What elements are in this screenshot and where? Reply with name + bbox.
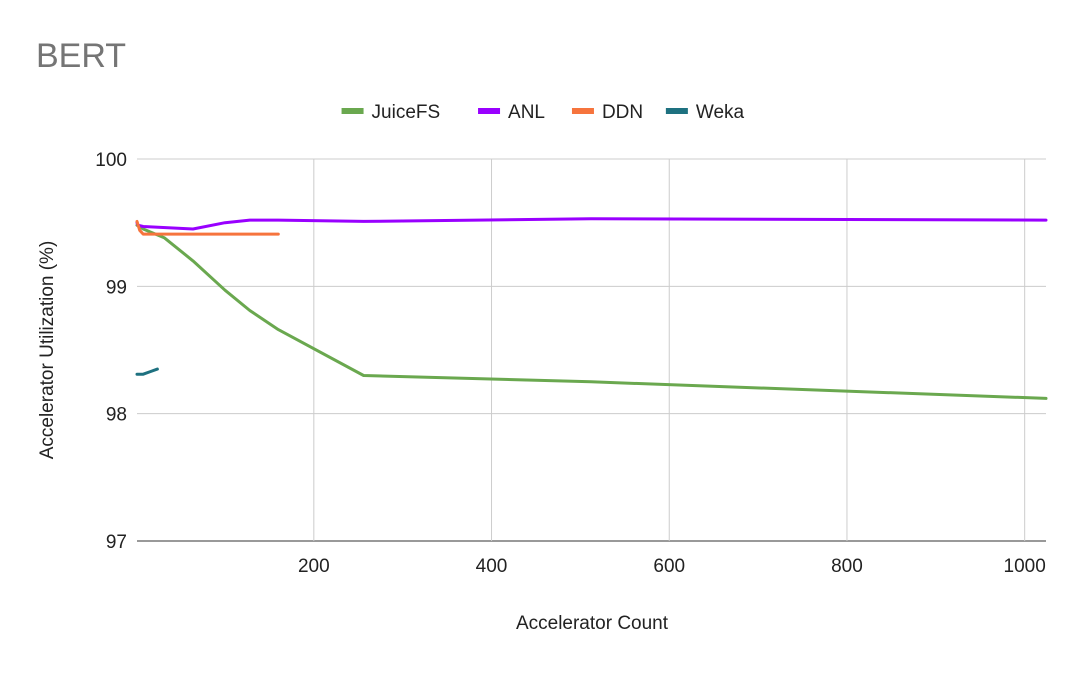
- series-line-ddn: [135, 219, 280, 236]
- series-line-anl: [135, 217, 1048, 231]
- y-tick-label: 100: [95, 150, 127, 171]
- x-axis-tick-labels: 200 400 600 800 1000: [298, 556, 1046, 577]
- legend-label: JuiceFS: [372, 102, 441, 123]
- legend-item-weka: Weka: [665, 102, 745, 123]
- legend-swatch: [341, 108, 364, 114]
- legend-item-juicefs: JuiceFS: [341, 102, 441, 123]
- y-tick-label: 97: [106, 532, 127, 553]
- legend-item-anl: ANL: [478, 102, 545, 123]
- y-tick-label: 99: [106, 277, 127, 298]
- legend-swatch: [571, 108, 594, 114]
- legend-label: Weka: [696, 102, 745, 123]
- x-axis-label: Accelerator Count: [516, 613, 669, 634]
- x-tick-label: 800: [831, 556, 863, 577]
- legend-item-ddn: DDN: [571, 102, 643, 123]
- series-layer: [135, 217, 1048, 400]
- legend-label: ANL: [508, 102, 545, 123]
- chart-title: BERT: [36, 37, 126, 75]
- legend: JuiceFS ANL DDN Weka: [341, 102, 745, 123]
- x-tick-label: 200: [298, 556, 330, 577]
- x-tick-label: 1000: [1004, 556, 1046, 577]
- y-axis-label: Accelerator Utilization (%): [37, 241, 58, 460]
- y-tick-label: 98: [106, 405, 127, 426]
- legend-swatch: [478, 108, 501, 114]
- series-line-weka: [135, 367, 159, 376]
- x-tick-label: 400: [476, 556, 508, 577]
- legend-swatch: [665, 108, 688, 114]
- y-axis-tick-labels: 97 98 99 100: [95, 150, 127, 553]
- x-tick-label: 600: [653, 556, 685, 577]
- grid: [137, 158, 1046, 542]
- legend-label: DDN: [602, 102, 643, 123]
- series-line-juicefs: [135, 223, 1048, 400]
